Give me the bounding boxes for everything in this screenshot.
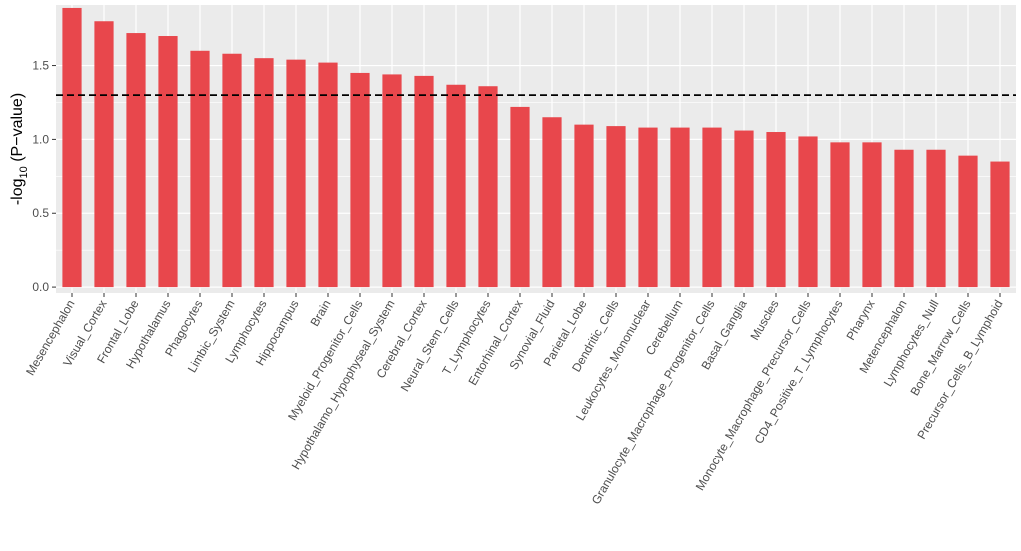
bar-entorhinal-cortex xyxy=(510,106,530,288)
bar-cd4-positive-t-lymphocytes xyxy=(830,142,850,288)
x-tick-label: Pharynx xyxy=(843,298,877,343)
bar-t-lymphocytes xyxy=(478,86,498,288)
plot-panel xyxy=(56,5,1016,293)
bar-pharynx xyxy=(862,142,882,288)
bar-parietal-lobe xyxy=(574,124,594,288)
bar-lymphocytes xyxy=(254,58,274,288)
bar-visual-cortex xyxy=(94,21,114,288)
bar-frontal-lobe xyxy=(126,33,146,288)
x-tick-label: Neural_Stem_Cells xyxy=(398,298,462,395)
bar-metencephalon xyxy=(894,149,914,288)
bar-monocyte-macrophage-precursor-cells xyxy=(798,136,818,288)
y-tick-label: 1.0 xyxy=(32,132,49,146)
bar-leukocytes-mononuclear xyxy=(638,127,658,288)
y-tick-label: 1.5 xyxy=(32,59,49,73)
bar-brain xyxy=(318,62,338,288)
bar-synovial-fluid xyxy=(542,117,562,288)
bar-dendritic-cells xyxy=(606,126,626,288)
bar-basal-ganglia xyxy=(734,130,754,288)
y-tick-label: 0.0 xyxy=(32,280,49,294)
x-tick-label: Muscles xyxy=(747,298,781,343)
bar-hippocampus xyxy=(286,59,306,288)
bar-cerebral-cortex xyxy=(414,75,434,288)
bar-muscles xyxy=(766,132,786,288)
bar-hypothalamo-hypophyseal-system xyxy=(382,74,402,288)
bar-myeloid-progenitor-cells xyxy=(350,72,370,288)
bar-phagocytes xyxy=(190,50,210,288)
y-axis-title: -log10 (P−value) xyxy=(9,93,30,205)
bar-limbic-system xyxy=(222,53,242,288)
bar-bone-marrow-cells xyxy=(958,155,978,288)
bars xyxy=(62,7,1010,288)
bar-lymphocytes-null xyxy=(926,149,946,288)
bar-cerebellum xyxy=(670,127,690,288)
bar-hypothalamus xyxy=(158,36,178,288)
y-axis-title-prefix: -log xyxy=(9,178,26,205)
y-axis-title-subscript: 10 xyxy=(18,166,30,178)
bar-neural-stem-cells xyxy=(446,84,466,288)
bar-granulocyte-macrophage-progenitor-cells xyxy=(702,127,722,288)
x-axis-ticks: MesencephalonVisual_CortexFrontal_LobeHy… xyxy=(23,293,1006,507)
y-tick-label: 0.5 xyxy=(32,206,49,220)
bar-mesencephalon xyxy=(62,7,82,288)
y-axis-title-suffix: (P−value) xyxy=(9,93,26,166)
y-axis-ticks: 0.0 0.5 1.0 1.5 xyxy=(32,59,56,294)
x-tick-label: Brain xyxy=(307,298,333,329)
bar-precursor-cells-b-lymphoid xyxy=(990,161,1010,288)
